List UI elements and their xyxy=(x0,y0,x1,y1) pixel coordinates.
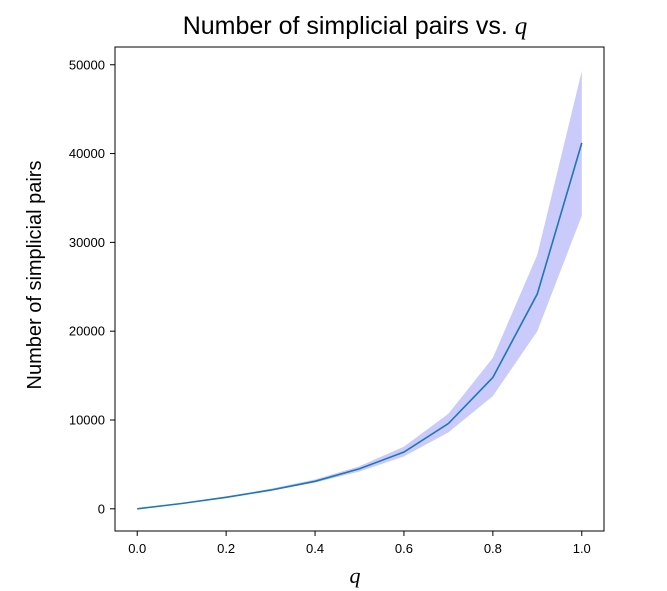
chart-title: Number of simplicial pairs vs. q xyxy=(183,12,528,40)
axis-ticks: 0.0 0.2 0.4 0.6 0.8 1.0 0 10000 20000 30000 40000 5… xyxy=(69,57,591,556)
y-tick-label: 0 xyxy=(98,501,105,516)
y-tick-label: 30000 xyxy=(69,235,105,250)
y-axis-label: Number of simplicial pairs xyxy=(24,161,46,390)
x-tick-label: 0.2 xyxy=(217,541,235,556)
y-tick-label: 40000 xyxy=(69,146,105,161)
y-tick-label: 50000 xyxy=(69,57,105,72)
x-axis-label: q xyxy=(350,563,361,588)
confidence-band xyxy=(137,71,582,509)
chart-title-variable: q xyxy=(515,13,528,40)
x-tick-label: 1.0 xyxy=(573,541,591,556)
x-tick-label: 0.8 xyxy=(484,541,502,556)
series-line xyxy=(137,142,583,510)
x-tick-label: 0.4 xyxy=(306,541,324,556)
x-tick-label: 0.0 xyxy=(128,541,146,556)
confidence-band-layer xyxy=(137,71,582,509)
chart-title-text: Number of simplicial pairs vs. xyxy=(183,12,508,40)
y-tick-label: 20000 xyxy=(69,324,105,339)
series-line-layer xyxy=(137,142,583,510)
y-tick-label: 10000 xyxy=(69,412,105,427)
plot-frame xyxy=(114,46,605,532)
x-tick-label: 0.6 xyxy=(395,541,413,556)
